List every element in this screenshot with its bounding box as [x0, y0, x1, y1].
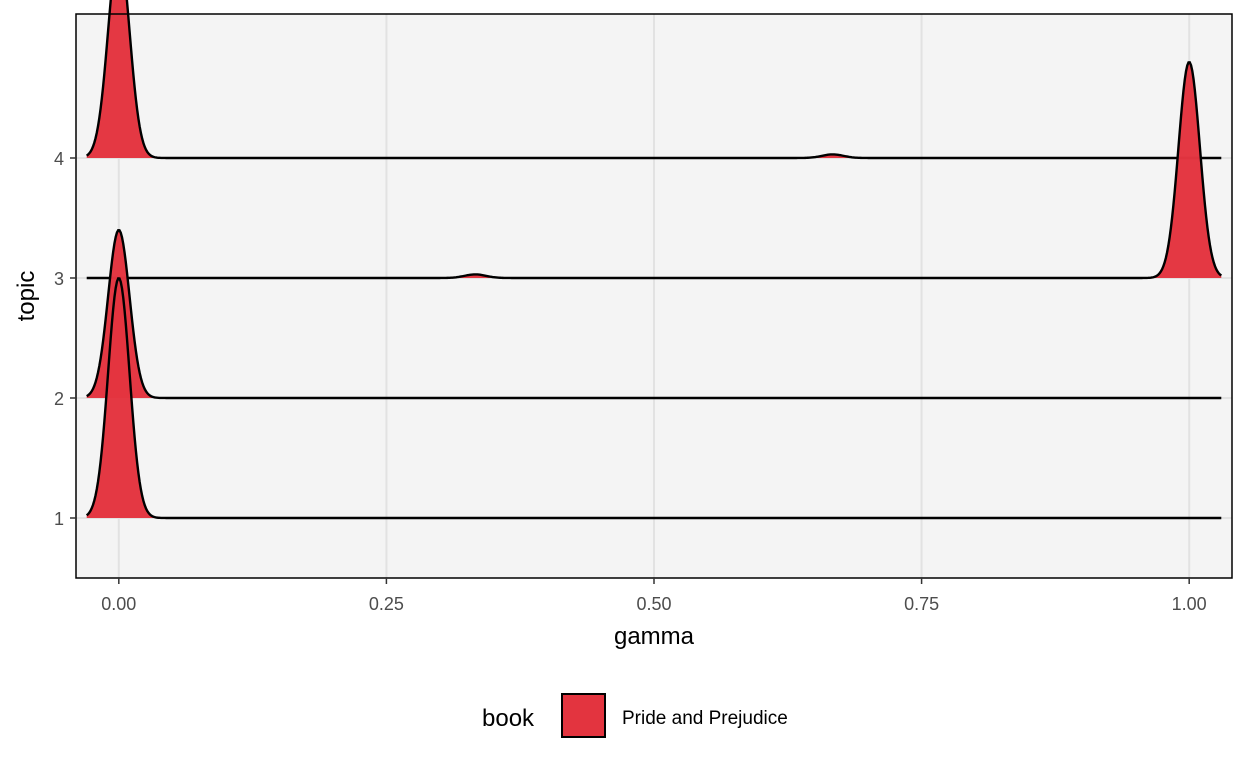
legend-label-pride-and-prejudice: Pride and Prejudice [622, 708, 788, 729]
ridges [85, 0, 1223, 520]
y-tick-label-0: 1 [54, 509, 64, 529]
y-tick-label-3: 4 [54, 149, 64, 169]
y-tick-label-1: 2 [54, 389, 64, 409]
y-axis: 1 2 3 4 [54, 149, 76, 529]
legend-key-pride-and-prejudice [561, 693, 606, 738]
ridge-line-topic-3 [86, 61, 1223, 280]
legend-title: book [482, 705, 535, 732]
x-tick-label-0: 0.00 [101, 594, 136, 614]
ridge-line-topic-2 [86, 229, 1222, 400]
legend: book Pride and Prejudice [482, 693, 788, 738]
x-axis: 0.00 0.25 0.50 0.75 1.00 [101, 578, 1207, 614]
x-axis-title: gamma [614, 623, 695, 650]
ridge-line-topic-1 [85, 277, 1222, 520]
x-tick-label-4: 1.00 [1172, 594, 1207, 614]
ridge-line-topic-4 [85, 0, 1222, 160]
x-tick-label-2: 0.50 [636, 594, 671, 614]
y-axis-title: topic [13, 271, 40, 322]
x-tick-label-1: 0.25 [369, 594, 404, 614]
x-tick-label-3: 0.75 [904, 594, 939, 614]
y-tick-label-2: 3 [54, 269, 64, 289]
